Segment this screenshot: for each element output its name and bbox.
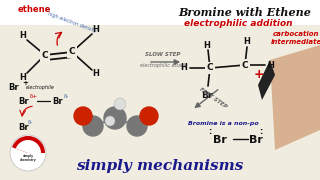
Text: Br: Br bbox=[18, 98, 28, 107]
Circle shape bbox=[104, 107, 126, 129]
Text: simply mechanisms: simply mechanisms bbox=[76, 159, 244, 173]
Circle shape bbox=[10, 135, 46, 171]
Text: H: H bbox=[92, 69, 100, 78]
Text: C: C bbox=[42, 51, 48, 60]
Text: H: H bbox=[180, 64, 188, 73]
Text: δ-: δ- bbox=[64, 94, 69, 100]
Text: C: C bbox=[207, 64, 213, 73]
Polygon shape bbox=[270, 45, 320, 150]
Text: electrophilic addition: electrophilic addition bbox=[184, 19, 292, 28]
Circle shape bbox=[74, 107, 92, 125]
Text: H: H bbox=[20, 73, 27, 82]
Wedge shape bbox=[12, 136, 45, 153]
Wedge shape bbox=[16, 140, 41, 153]
Text: Br: Br bbox=[213, 135, 227, 145]
Text: H: H bbox=[20, 31, 27, 40]
Text: Br: Br bbox=[249, 135, 263, 145]
Text: :: : bbox=[259, 127, 263, 136]
Text: H: H bbox=[244, 37, 251, 46]
Text: carbocation
intermediate: carbocation intermediate bbox=[270, 31, 320, 44]
Circle shape bbox=[83, 116, 103, 136]
Text: Bromine with Ethene: Bromine with Ethene bbox=[179, 6, 311, 17]
Text: C: C bbox=[69, 48, 75, 57]
Text: Br: Br bbox=[201, 91, 213, 100]
Text: simply
chemistry: simply chemistry bbox=[20, 154, 36, 162]
Text: +: + bbox=[254, 69, 264, 82]
Text: electrophilic attack: electrophilic attack bbox=[140, 62, 186, 68]
Text: C: C bbox=[242, 60, 248, 69]
Text: FAST STEP: FAST STEP bbox=[198, 87, 228, 109]
Circle shape bbox=[140, 107, 158, 125]
Text: δ+: δ+ bbox=[30, 94, 38, 100]
Text: SLOW STEP: SLOW STEP bbox=[145, 51, 181, 57]
Text: H: H bbox=[204, 40, 211, 50]
Text: C: C bbox=[42, 51, 48, 60]
Text: Br: Br bbox=[18, 123, 28, 132]
Text: :: : bbox=[208, 127, 212, 136]
Circle shape bbox=[127, 116, 147, 136]
FancyBboxPatch shape bbox=[0, 0, 320, 25]
Circle shape bbox=[105, 116, 115, 126]
Text: Br: Br bbox=[8, 84, 19, 93]
Text: ethene: ethene bbox=[18, 6, 52, 15]
Text: H: H bbox=[92, 26, 100, 35]
Text: Bromine is a non-po: Bromine is a non-po bbox=[188, 120, 258, 125]
Text: H: H bbox=[268, 60, 275, 69]
Text: Br: Br bbox=[52, 98, 63, 107]
Text: +: + bbox=[22, 80, 28, 86]
Text: high electron density: high electron density bbox=[47, 11, 97, 33]
Text: δ-: δ- bbox=[28, 120, 33, 125]
Circle shape bbox=[114, 98, 126, 110]
Polygon shape bbox=[258, 60, 275, 100]
Text: electrophile: electrophile bbox=[26, 86, 55, 91]
